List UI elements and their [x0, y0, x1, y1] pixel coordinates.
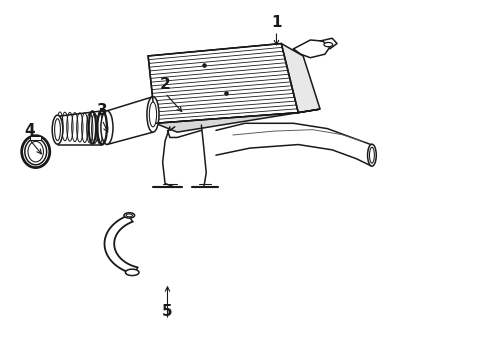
Text: 4: 4 — [24, 123, 35, 138]
Ellipse shape — [54, 119, 60, 141]
Polygon shape — [155, 109, 320, 132]
Text: 1: 1 — [271, 15, 282, 30]
Ellipse shape — [149, 102, 157, 127]
Ellipse shape — [124, 213, 135, 218]
Text: 3: 3 — [97, 103, 107, 118]
Ellipse shape — [25, 139, 47, 165]
Ellipse shape — [368, 144, 376, 166]
Ellipse shape — [101, 111, 113, 144]
Bar — [30, 136, 41, 140]
Text: 5: 5 — [162, 303, 173, 319]
Ellipse shape — [52, 115, 63, 144]
Polygon shape — [148, 44, 298, 123]
Ellipse shape — [126, 214, 132, 217]
Ellipse shape — [147, 97, 159, 132]
Polygon shape — [281, 44, 320, 113]
Text: 2: 2 — [160, 77, 171, 92]
Ellipse shape — [324, 42, 333, 47]
Ellipse shape — [369, 147, 374, 163]
Ellipse shape — [125, 269, 139, 275]
Ellipse shape — [28, 141, 44, 162]
